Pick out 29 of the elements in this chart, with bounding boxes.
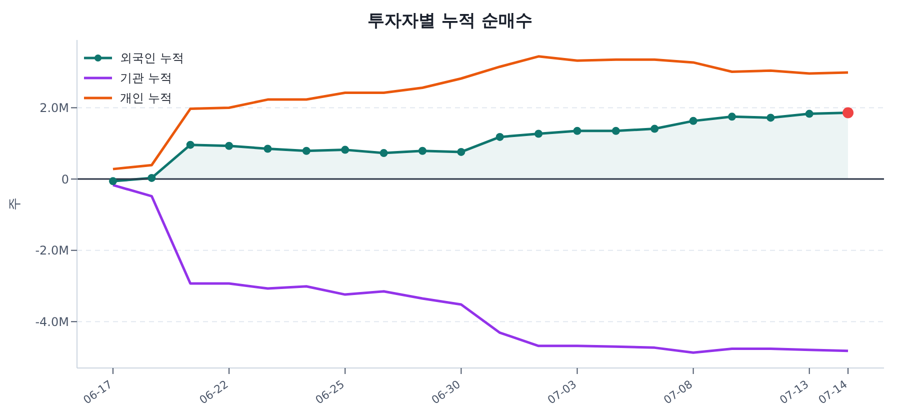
y-tick-label: 2.0M: [40, 101, 69, 115]
chart-title: 투자자별 누적 순매수: [366, 10, 534, 33]
point: [148, 174, 156, 182]
point: [728, 112, 736, 121]
point: [689, 116, 698, 125]
point: [225, 142, 234, 150]
point: [766, 114, 775, 122]
point: [264, 144, 272, 153]
y-tick-label: -4.0M: [35, 314, 69, 329]
point: [612, 126, 620, 135]
line-series: [112, 55, 850, 170]
point: [380, 149, 388, 158]
legend-label: 기관 누적: [120, 70, 172, 86]
point: [805, 110, 814, 118]
y-axis-title: 주: [8, 198, 23, 210]
y-tick-label: 0: [61, 172, 69, 186]
legend-label: 개인 누적: [120, 90, 172, 106]
point: [457, 148, 466, 156]
point: [496, 132, 504, 141]
point: [418, 146, 426, 155]
point: [186, 140, 194, 149]
y-tick-label: -2.0M: [35, 244, 69, 258]
point: [108, 177, 117, 186]
point: [534, 130, 543, 138]
point: [302, 146, 310, 155]
legend-label: 외국인 누적: [120, 50, 184, 66]
point: [573, 126, 582, 135]
point: [341, 146, 350, 154]
point: [650, 124, 659, 133]
